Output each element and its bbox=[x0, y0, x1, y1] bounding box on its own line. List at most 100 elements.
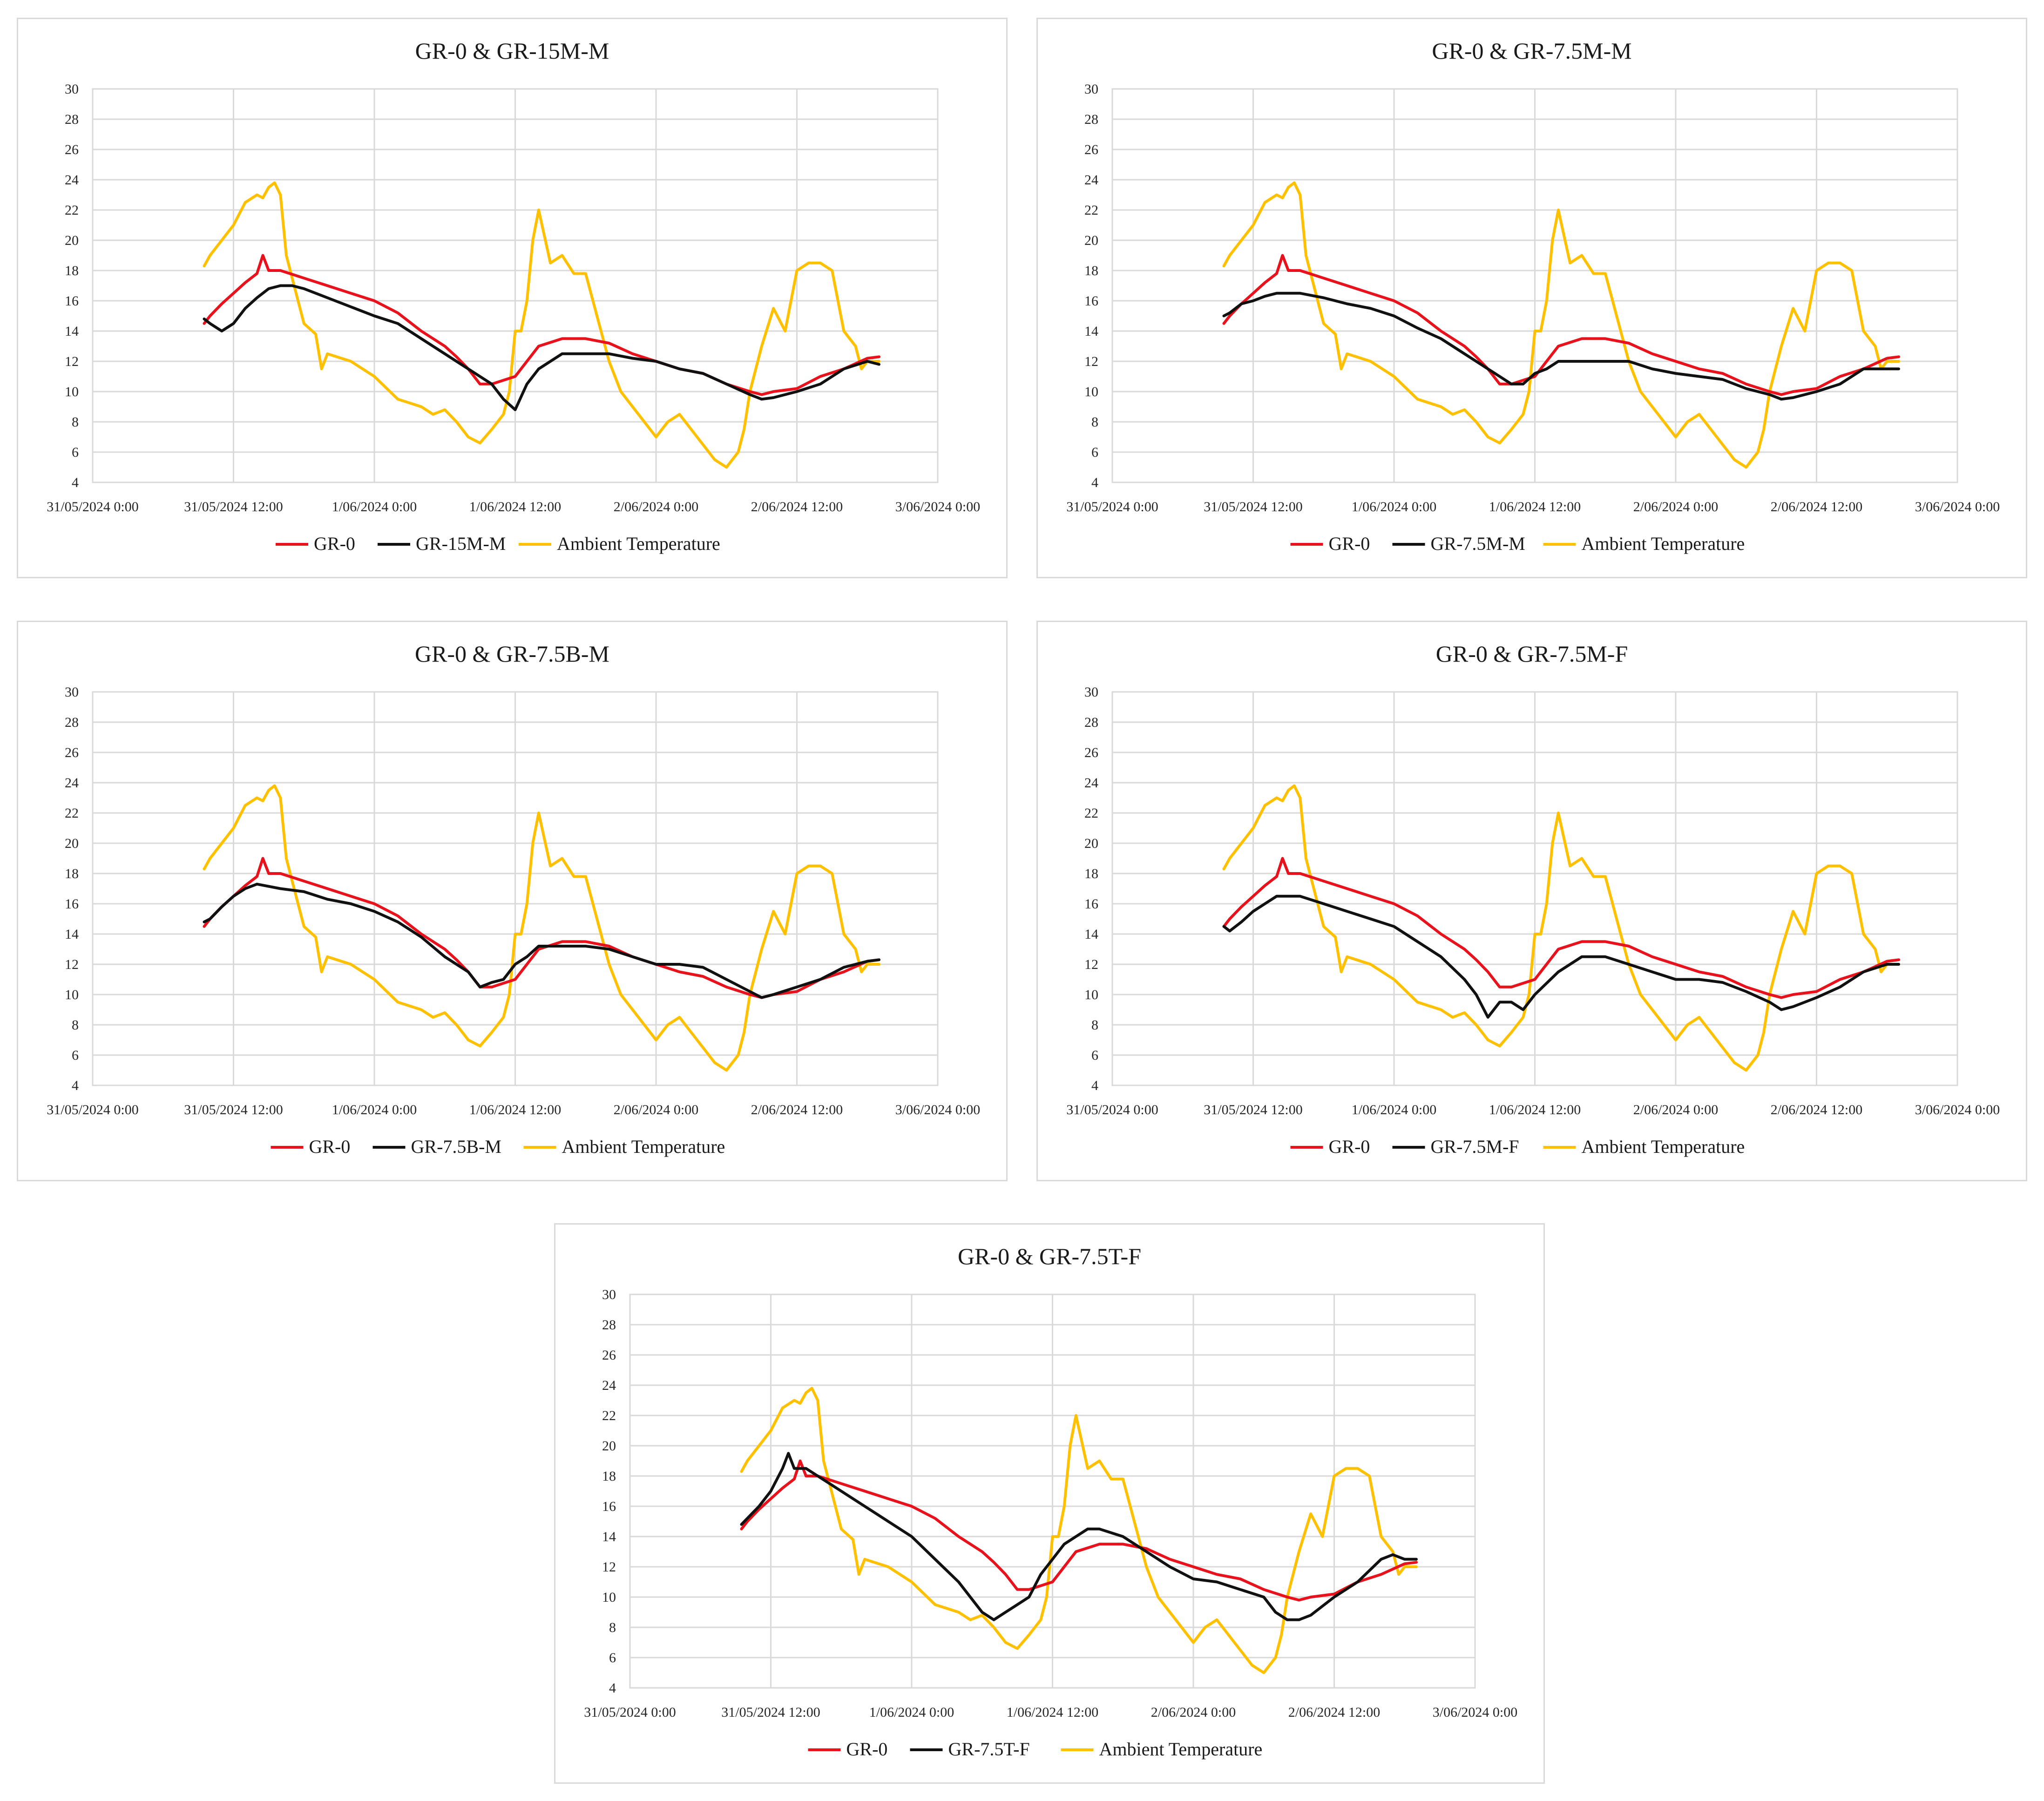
chart-svg: GR-0 & GR-7.5T-F 4 6 8 10 12 14 16 18 20 22 24 26 28 3… bbox=[584, 1243, 1518, 1760]
y-tick-label: 8 bbox=[1091, 414, 1098, 430]
chart-title: GR-0 & GR-7.5T-F bbox=[958, 1243, 1141, 1269]
y-tick-label: 16 bbox=[1084, 896, 1098, 912]
y-tick-label: 24 bbox=[602, 1378, 616, 1393]
series-line-gr-0 bbox=[203, 254, 880, 396]
legend-label: GR-7.5B-M bbox=[411, 1136, 501, 1157]
y-tick-label: 12 bbox=[65, 957, 79, 972]
x-tick-label: 2/06/2024 0:00 bbox=[1633, 499, 1719, 515]
plot-area-border bbox=[1111, 691, 1958, 1086]
series-line-ambient-temperature bbox=[1222, 784, 1900, 1072]
y-tick-label: 28 bbox=[65, 715, 79, 730]
x-tick-label: 31/05/2024 0:00 bbox=[584, 1705, 676, 1720]
y-tick-label: 16 bbox=[65, 293, 79, 309]
y-tick-label: 22 bbox=[65, 203, 79, 218]
x-tick-label: 2/06/2024 0:00 bbox=[614, 499, 699, 515]
series-line-gr-7-5t-f bbox=[740, 1452, 1418, 1621]
plot-area-border bbox=[92, 691, 939, 1086]
chart-title: GR-0 & GR-7.5M-F bbox=[1436, 641, 1628, 667]
y-tick-label: 24 bbox=[65, 775, 79, 791]
y-tick-label: 18 bbox=[1084, 263, 1098, 278]
y-tick-label: 24 bbox=[1084, 775, 1098, 791]
y-tick-label: 6 bbox=[72, 445, 79, 460]
y-tick-label: 30 bbox=[65, 684, 79, 700]
y-tick-label: 28 bbox=[1084, 112, 1098, 127]
legend-label: GR-7.5M-F bbox=[1431, 1136, 1519, 1157]
y-tick-label: 26 bbox=[1084, 745, 1098, 760]
chart-panel-gr75b-m: GR-0 & GR-7.5B-M 4 6 8 10 12 14 16 18 20 22 24 26 28 3… bbox=[17, 621, 1008, 1181]
x-tick-label: 2/06/2024 0:00 bbox=[1633, 1102, 1719, 1117]
chart-panel-gr75m-m: GR-0 & GR-7.5M-M 4 6 8 10 12 14 16 18 20 22 24 26 28 3… bbox=[1036, 18, 2027, 578]
y-tick-label: 4 bbox=[72, 475, 79, 490]
chart-svg: GR-0 & GR-7.5M-F 4 6 8 10 12 14 16 18 20 22 24 26 28 3… bbox=[1066, 641, 2000, 1157]
y-tick-label: 10 bbox=[1084, 987, 1098, 1002]
series-line-gr-15m-m bbox=[203, 284, 880, 411]
y-tick-label: 10 bbox=[65, 384, 79, 399]
y-tick-label: 16 bbox=[1084, 293, 1098, 309]
y-tick-label: 30 bbox=[1084, 81, 1098, 97]
y-tick-label: 8 bbox=[609, 1620, 616, 1635]
y-tick-label: 20 bbox=[602, 1438, 616, 1454]
chart-panel-gr75t-f: GR-0 & GR-7.5T-F 4 6 8 10 12 14 16 18 20 22 24 26 28 3… bbox=[554, 1223, 1545, 1784]
x-tick-label: 31/05/2024 12:00 bbox=[184, 1102, 283, 1117]
y-tick-label: 30 bbox=[602, 1287, 616, 1302]
y-tick-label: 14 bbox=[1084, 324, 1098, 339]
x-tick-label: 2/06/2024 12:00 bbox=[1771, 499, 1863, 515]
y-tick-label: 14 bbox=[65, 324, 79, 339]
series-line-gr-7-5m-m bbox=[1222, 291, 1900, 401]
y-tick-label: 14 bbox=[1084, 927, 1098, 942]
y-tick-label: 12 bbox=[1084, 957, 1098, 972]
y-tick-label: 22 bbox=[1084, 203, 1098, 218]
x-tick-label: 3/06/2024 0:00 bbox=[1915, 499, 2000, 515]
y-tick-label: 18 bbox=[1084, 866, 1098, 881]
y-tick-label: 12 bbox=[65, 354, 79, 369]
y-tick-label: 22 bbox=[602, 1408, 616, 1423]
series-line-gr-7-5b-m bbox=[203, 882, 880, 999]
chart-title: GR-0 & GR-7.5B-M bbox=[415, 641, 609, 667]
y-tick-label: 26 bbox=[602, 1347, 616, 1363]
x-tick-label: 2/06/2024 0:00 bbox=[614, 1102, 699, 1117]
legend-label: Ambient Temperature bbox=[557, 533, 720, 554]
y-tick-label: 26 bbox=[1084, 142, 1098, 157]
series-line-gr-0 bbox=[740, 1459, 1418, 1602]
y-tick-label: 6 bbox=[609, 1650, 616, 1666]
plot-area-border bbox=[1111, 88, 1958, 483]
y-tick-label: 28 bbox=[65, 112, 79, 127]
x-tick-label: 3/06/2024 0:00 bbox=[1433, 1705, 1518, 1720]
x-tick-label: 3/06/2024 0:00 bbox=[895, 499, 981, 515]
y-tick-label: 8 bbox=[72, 1017, 79, 1033]
x-tick-label: 2/06/2024 12:00 bbox=[751, 1102, 843, 1117]
y-tick-label: 4 bbox=[72, 1078, 79, 1093]
x-tick-label: 1/06/2024 12:00 bbox=[1489, 1102, 1581, 1117]
series-line-gr-7-5m-f bbox=[1222, 894, 1900, 1019]
x-tick-label: 31/05/2024 0:00 bbox=[47, 1102, 139, 1117]
legend-label: Ambient Temperature bbox=[1582, 1136, 1745, 1157]
x-tick-label: 2/06/2024 12:00 bbox=[751, 499, 843, 515]
y-tick-label: 26 bbox=[65, 745, 79, 760]
x-tick-label: 31/05/2024 12:00 bbox=[184, 499, 283, 515]
x-tick-label: 1/06/2024 12:00 bbox=[469, 499, 562, 515]
legend-label: GR-15M-M bbox=[416, 533, 506, 554]
series-line-ambient-temperature bbox=[203, 784, 880, 1072]
chart-svg: GR-0 & GR-15M-M 4 6 8 10 12 14 16 18 20 22 24 26 28 30… bbox=[47, 38, 981, 554]
x-tick-label: 1/06/2024 12:00 bbox=[469, 1102, 562, 1117]
y-tick-label: 14 bbox=[602, 1529, 616, 1544]
y-tick-label: 24 bbox=[1084, 172, 1098, 188]
y-tick-label: 20 bbox=[65, 233, 79, 248]
legend-label: GR-7.5T-F bbox=[948, 1739, 1030, 1760]
x-tick-label: 1/06/2024 0:00 bbox=[1352, 499, 1437, 515]
y-tick-label: 10 bbox=[602, 1590, 616, 1605]
y-tick-label: 20 bbox=[65, 836, 79, 851]
series-line-gr-0 bbox=[1222, 857, 1900, 999]
legend-label: GR-0 bbox=[309, 1136, 351, 1157]
y-tick-label: 16 bbox=[65, 896, 79, 912]
x-tick-label: 1/06/2024 0:00 bbox=[332, 1102, 417, 1117]
x-tick-label: 1/06/2024 12:00 bbox=[1007, 1705, 1099, 1720]
chart-svg: GR-0 & GR-7.5B-M 4 6 8 10 12 14 16 18 20 22 24 26 28 3… bbox=[47, 641, 980, 1157]
x-tick-label: 1/06/2024 0:00 bbox=[869, 1705, 954, 1720]
y-tick-label: 22 bbox=[65, 806, 79, 821]
series-line-ambient-temperature bbox=[740, 1387, 1418, 1674]
x-tick-label: 31/05/2024 0:00 bbox=[47, 499, 139, 515]
x-tick-label: 1/06/2024 0:00 bbox=[1352, 1102, 1437, 1117]
y-tick-label: 14 bbox=[65, 927, 79, 942]
legend-label: GR-0 bbox=[846, 1739, 888, 1760]
